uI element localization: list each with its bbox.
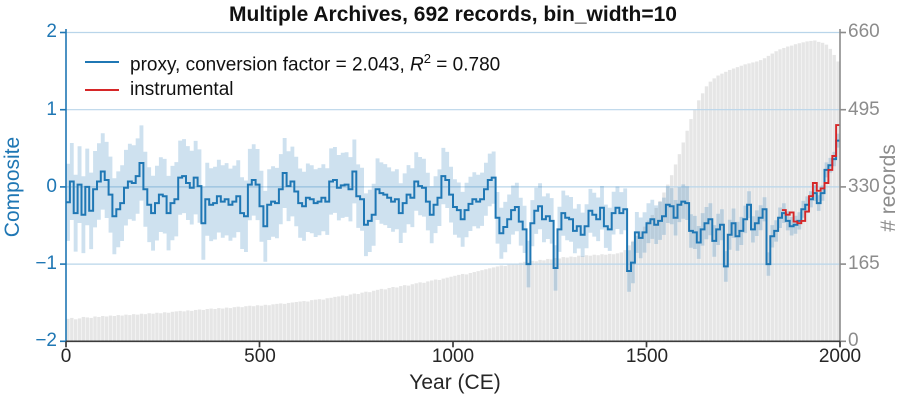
y-tick-right-330: 330 [848, 176, 880, 197]
x-tick-500: 500 [244, 346, 276, 367]
legend-label-proxy: proxy, conversion factor = 2.043, R2 = 0… [130, 51, 501, 76]
x-tick-2000: 2000 [818, 346, 862, 367]
y-tick-left-m2: −2 [35, 330, 57, 351]
x-tick-1500: 1500 [625, 346, 669, 367]
y-tick-right-165: 165 [848, 253, 880, 274]
y-tick-left-m1: −1 [35, 253, 57, 274]
y-tick-left-1: 1 [46, 99, 57, 120]
x-tick-0: 0 [60, 346, 72, 367]
x-tick-1000: 1000 [431, 346, 475, 367]
y-tick-left-2: 2 [46, 21, 57, 42]
y-tick-right-0: 0 [848, 330, 859, 351]
y-axis-right-label: # records [877, 144, 900, 232]
legend-swatch-proxy [85, 61, 119, 64]
y-axis-left-label: Composite [1, 136, 24, 238]
y-tick-left-0: 0 [46, 176, 57, 197]
chart-title: Multiple Archives, 692 records, bin_widt… [229, 3, 677, 26]
legend-swatch-instrumental [85, 89, 119, 92]
y-tick-right-660: 660 [848, 21, 880, 42]
x-axis-label: Year (CE) [409, 371, 501, 394]
y-tick-right-495: 495 [848, 99, 880, 120]
legend-label-instrumental: instrumental [130, 79, 234, 100]
